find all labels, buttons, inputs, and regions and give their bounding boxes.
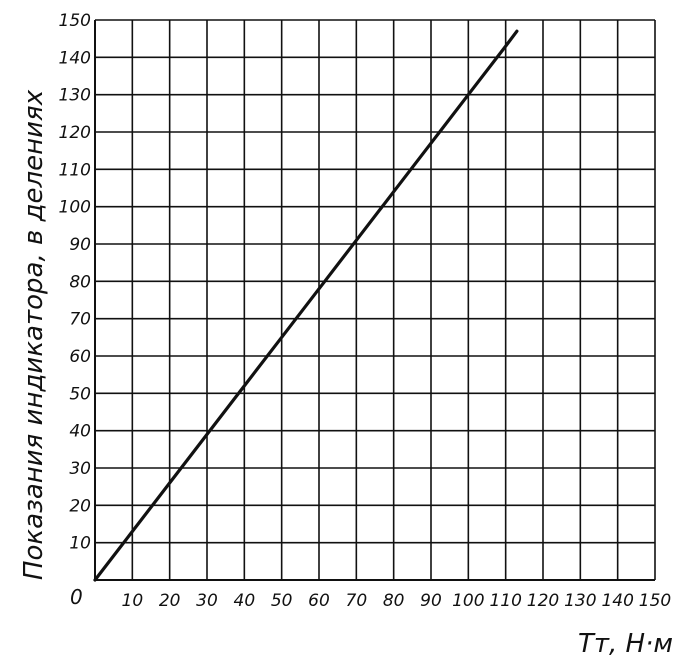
y-tick-label: 60 bbox=[69, 347, 91, 367]
grid bbox=[95, 19, 656, 580]
y-tick-label: 50 bbox=[69, 384, 91, 404]
x-tick-label: 100 bbox=[452, 591, 484, 611]
series-layer bbox=[93, 29, 519, 582]
y-tick-label: 150 bbox=[59, 11, 91, 31]
x-tick-label: 80 bbox=[383, 591, 405, 611]
y-tick-label: 120 bbox=[59, 123, 91, 143]
tick-labels: 10 20 30 40 50 60 70 80 90 100 110 120 130 140 1501020… bbox=[59, 11, 672, 611]
y-tick-label: 30 bbox=[69, 459, 91, 479]
y-tick-label: 130 bbox=[59, 86, 91, 106]
x-tick-label: 60 bbox=[308, 591, 330, 611]
y-tick-label: 80 bbox=[69, 272, 91, 292]
x-tick-label: 140 bbox=[601, 591, 633, 611]
y-tick-label: 140 bbox=[59, 48, 91, 68]
y-axis-title: Показания индикатора, в делениях bbox=[19, 89, 49, 580]
x-tick-label: 130 bbox=[564, 591, 596, 611]
y-tick-label: 90 bbox=[69, 235, 91, 255]
x-axis-title: Tт, Н·м bbox=[578, 629, 673, 659]
y-tick-label: 110 bbox=[59, 160, 91, 180]
y-tick-label: 10 bbox=[69, 534, 91, 554]
x-tick-label: 70 bbox=[346, 591, 368, 611]
x-tick-label: 30 bbox=[196, 591, 218, 611]
x-tick-label: 50 bbox=[271, 591, 293, 611]
plot-frame bbox=[94, 20, 655, 581]
x-tick-label: 110 bbox=[489, 591, 521, 611]
y-tick-label: 100 bbox=[59, 198, 91, 218]
x-tick-label: 20 bbox=[159, 591, 181, 611]
x-tick-label: 40 bbox=[234, 591, 256, 611]
x-tick-label: 90 bbox=[420, 591, 442, 611]
series-line bbox=[93, 29, 519, 582]
origin-label: 0 bbox=[70, 585, 83, 609]
x-tick-label: 150 bbox=[639, 591, 671, 611]
y-tick-label: 20 bbox=[69, 496, 91, 516]
y-tick-label: 40 bbox=[69, 422, 91, 442]
x-tick-label: 10 bbox=[122, 591, 144, 611]
x-tick-label: 120 bbox=[527, 591, 559, 611]
y-tick-label: 70 bbox=[69, 310, 91, 330]
